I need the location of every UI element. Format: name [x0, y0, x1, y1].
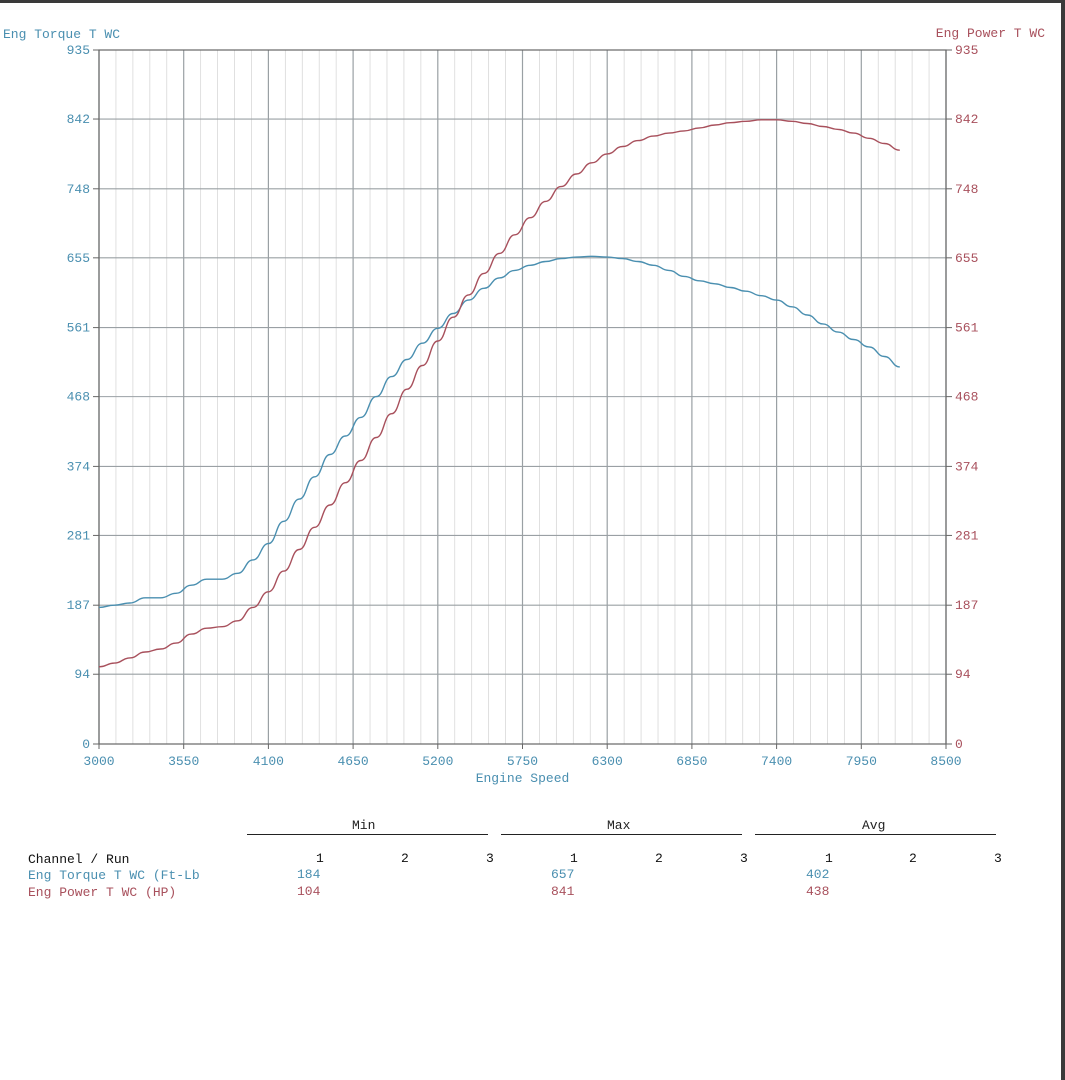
- x-tick-label: 5750: [507, 754, 538, 769]
- torque-max: 657: [551, 867, 575, 882]
- right-y-tick-label: 187: [955, 598, 978, 613]
- dyno-chart: 0 94 187 281 374 468 561 655 748 842 935 0 94 187 281…: [67, 43, 979, 786]
- left-y-tick-label: 748: [67, 182, 90, 197]
- left-y-tick-label: 561: [67, 321, 91, 336]
- x-tick-label: 8500: [930, 754, 961, 769]
- run-label: 2: [909, 851, 917, 866]
- left-axis-title: Eng Torque T WC: [3, 27, 121, 42]
- right-axis-title: Eng Power T WC: [935, 26, 1045, 41]
- left-y-tick-label: 94: [74, 667, 90, 682]
- run-label: 1: [316, 851, 324, 866]
- run-label: 3: [486, 851, 494, 866]
- run-label: 2: [401, 851, 409, 866]
- power-row-label: Eng Power T WC (HP): [28, 885, 177, 900]
- group-rule-max: [501, 834, 742, 835]
- run-label: 1: [570, 851, 578, 866]
- right-y-tick-label: 468: [955, 390, 978, 405]
- right-y-tick-label: 748: [955, 182, 978, 197]
- right-y-tick-label: 935: [955, 43, 978, 58]
- left-y-tick-label: 374: [67, 459, 91, 474]
- x-tick-label: 3000: [83, 754, 114, 769]
- power-avg: 438: [806, 884, 830, 899]
- x-tick-label: 5200: [422, 754, 453, 769]
- group-title-max: Max: [607, 818, 631, 833]
- left-y-tick-label: 468: [67, 390, 90, 405]
- power-series-line: [98, 119, 900, 668]
- x-tick-label: 7950: [846, 754, 877, 769]
- group-rule-min: [247, 834, 488, 835]
- right-y-tick-label: 655: [955, 251, 978, 266]
- right-y-tick-label: 561: [955, 321, 979, 336]
- left-y-tick-label: 842: [67, 112, 90, 127]
- group-rule-avg: [755, 834, 996, 835]
- x-tick-label: 4100: [253, 754, 284, 769]
- group-title-avg: Avg: [862, 818, 886, 833]
- right-y-ticks: 0 94 187 281 374 468 561 655 748 842 935: [946, 43, 979, 752]
- left-y-tick-label: 935: [67, 43, 90, 58]
- right-y-tick-label: 0: [955, 737, 963, 752]
- x-tick-label: 6300: [592, 754, 623, 769]
- x-tick-label: 3550: [168, 754, 199, 769]
- grid: [98, 49, 947, 745]
- series-layer: [98, 119, 900, 668]
- x-tick-label: 4650: [337, 754, 368, 769]
- group-title-min: Min: [352, 818, 376, 833]
- left-y-tick-label: 281: [67, 528, 91, 543]
- left-y-ticks: 0 94 187 281 374 468 561 655 748 842 935: [67, 43, 99, 752]
- right-y-tick-label: 94: [955, 667, 971, 682]
- power-min: 104: [297, 884, 321, 899]
- run-label: 3: [740, 851, 748, 866]
- right-y-tick-label: 374: [955, 459, 979, 474]
- run-label: 2: [655, 851, 663, 866]
- right-y-tick-label: 842: [955, 112, 978, 127]
- power-max: 841: [551, 884, 575, 899]
- run-label: 1: [825, 851, 833, 866]
- channel-run-header: Channel / Run: [28, 852, 130, 867]
- torque-avg: 402: [806, 867, 830, 882]
- left-y-tick-label: 187: [67, 598, 90, 613]
- x-axis-label: Engine Speed: [476, 771, 570, 786]
- x-tick-label: 7400: [761, 754, 792, 769]
- x-ticks: 3000 3550 4100 4650 5200 5750 6300 6850 7400 7950…: [83, 744, 962, 769]
- torque-series-line: [98, 255, 900, 609]
- right-y-tick-label: 281: [955, 528, 979, 543]
- stats-table: Min Max Avg Channel / Run 1 2 3 1 2 3 1 …: [0, 815, 1065, 915]
- torque-min: 184: [297, 867, 321, 882]
- x-tick-label: 6850: [676, 754, 707, 769]
- run-label: 3: [994, 851, 1002, 866]
- torque-row-label: Eng Torque T WC (Ft-Lb: [28, 868, 200, 883]
- left-y-tick-label: 0: [82, 737, 90, 752]
- left-y-tick-label: 655: [67, 251, 90, 266]
